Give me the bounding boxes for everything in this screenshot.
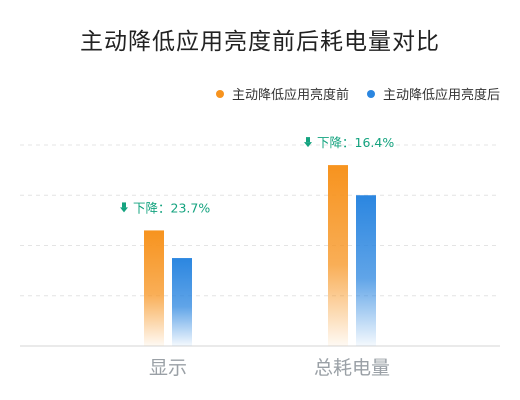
legend-swatch-after [366,89,375,98]
legend: 主动降低应用亮度前 主动降低应用亮度后 [215,84,500,103]
drop-annotation: 下降：23.7% [133,200,210,215]
legend-label-before: 主动降低应用亮度前 [231,88,349,103]
bar-1-0 [328,165,348,346]
chart-title: 主动降低应用亮度前后耗电量对比 [80,29,440,55]
down-arrow-icon [304,137,312,148]
x-tick-label: 总耗电量 [314,357,390,379]
legend-item-after: 主动降低应用亮度后 [366,84,500,103]
legend-item-before: 主动降低应用亮度前 [215,84,349,103]
bar-1-1 [356,195,376,346]
bar-0-1 [172,258,192,346]
x-tick-label: 显示 [149,357,187,379]
bar-0-0 [144,230,164,346]
legend-swatch-before [215,89,224,98]
down-arrow-icon [120,202,128,213]
drop-annotation: 下降：16.4% [317,135,394,150]
legend-label-after: 主动降低应用亮度后 [382,88,500,103]
